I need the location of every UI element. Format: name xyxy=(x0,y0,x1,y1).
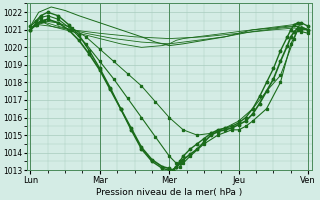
X-axis label: Pression niveau de la mer( hPa ): Pression niveau de la mer( hPa ) xyxy=(96,188,243,197)
